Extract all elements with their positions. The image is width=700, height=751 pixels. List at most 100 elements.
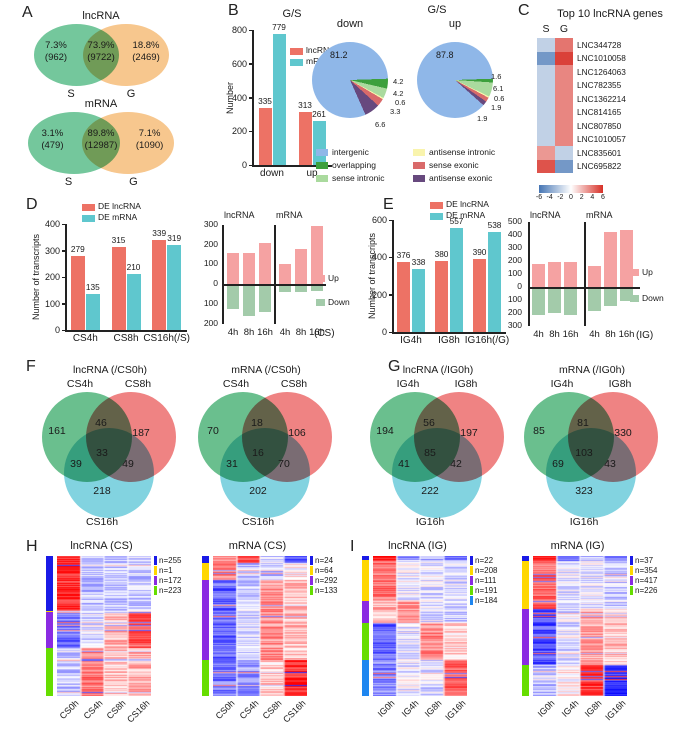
set-label: S bbox=[64, 176, 73, 188]
panel-label-d: D bbox=[26, 196, 38, 213]
panel-label-h: H bbox=[26, 538, 38, 555]
venn-mrna-sg: mRNA 3.1% (479) 89.8% (12987) 7.1% (1090) S G bbox=[20, 98, 182, 194]
y-tick: 0 bbox=[241, 160, 247, 170]
cluster-sidebar bbox=[202, 660, 209, 696]
legend-n: n=255 bbox=[159, 556, 182, 565]
panel-label-e: E bbox=[383, 196, 394, 213]
gene-label: LNC695822 bbox=[577, 161, 622, 171]
venn-count: 194 bbox=[376, 425, 394, 437]
heatmap-canvas bbox=[213, 556, 307, 696]
legend-n: n=133 bbox=[315, 586, 338, 595]
pie-slice-value: 4.2 bbox=[393, 89, 404, 98]
bar-value: 339 bbox=[152, 228, 167, 239]
legend-down: Down bbox=[642, 293, 664, 303]
venn-count: 330 bbox=[614, 427, 632, 439]
bar-chart-cs: 0 100 200 300 400 Number of transcripts 279 135… bbox=[30, 200, 195, 348]
bar-up bbox=[548, 262, 561, 287]
venn-count: 46 bbox=[95, 417, 107, 429]
x-tick: CS8h bbox=[113, 333, 139, 344]
bar bbox=[111, 246, 126, 330]
panel-label-c: C bbox=[518, 2, 530, 19]
x-tick: 4h bbox=[227, 326, 239, 338]
cluster-sidebar bbox=[46, 612, 53, 648]
cluster-heatmap-mrna-cs: mRNA (CS) n=24 n=64 n=292 n=133 CS0h CS4h CS8h C… bbox=[198, 540, 350, 745]
venn-count: 103 bbox=[575, 447, 593, 459]
legend-n: n=111 bbox=[475, 576, 497, 585]
pie-slice-value: 1.9 bbox=[477, 114, 488, 123]
heatmap-cell bbox=[555, 146, 573, 160]
set-label: IG4h bbox=[396, 378, 420, 390]
legend-n: n=354 bbox=[635, 566, 658, 575]
pie-slice-value: 1.6 bbox=[491, 72, 502, 81]
venn-count: 187 bbox=[132, 427, 150, 439]
x-tick: 8h bbox=[549, 329, 560, 340]
bar-value: 261 bbox=[312, 108, 326, 119]
x-tick: 8h bbox=[605, 329, 616, 340]
bar-value: 380 bbox=[434, 249, 449, 260]
bar-down bbox=[259, 285, 271, 312]
venn-count: (962) bbox=[44, 52, 68, 63]
top10-lncrna-heatmap: Top 10 lncRNA genes S G LNC344728 LNC1010058… bbox=[522, 4, 698, 216]
y-tick: 200 bbox=[203, 238, 218, 249]
colorbar-tick: 4 bbox=[590, 194, 595, 201]
x-tick: CS4h bbox=[72, 333, 98, 344]
y-tick: 200 bbox=[44, 272, 60, 282]
cluster-sidebar bbox=[46, 556, 53, 611]
cluster-sidebar bbox=[362, 560, 369, 601]
venn-count: (479) bbox=[41, 140, 64, 151]
cluster-sidebar bbox=[522, 665, 529, 696]
x-tick: 16h bbox=[309, 326, 325, 338]
legend-label: antisense exonic bbox=[429, 173, 493, 183]
heatmap-cell bbox=[537, 159, 555, 173]
bar bbox=[167, 245, 182, 330]
bar-value: 279 bbox=[70, 244, 85, 255]
legend-mark bbox=[630, 566, 633, 575]
bar-value: 319 bbox=[167, 233, 182, 244]
y-tick: 800 bbox=[231, 25, 247, 35]
pie-slice-value: 6.1 bbox=[493, 84, 504, 93]
legend-label: sense exonic bbox=[429, 160, 479, 170]
bar bbox=[85, 294, 100, 330]
pie-section-title: G/S bbox=[427, 4, 447, 16]
heatmap-cell bbox=[537, 132, 555, 146]
bar-up bbox=[532, 264, 545, 287]
heatmap-cell bbox=[555, 65, 573, 79]
y-tick: 400 bbox=[231, 92, 247, 103]
venn-circle-c bbox=[220, 428, 310, 518]
colorbar-tick: 0 bbox=[569, 194, 573, 201]
bar bbox=[435, 261, 448, 332]
y-tick: 0 bbox=[213, 278, 218, 289]
cluster-heatmap-lncrna-ig: lncRNA (IG) n=22 n=208 n=111 n=191 n=184 IG0h I… bbox=[358, 540, 515, 745]
pie-slice-value: 6.6 bbox=[375, 120, 386, 129]
bar bbox=[258, 108, 272, 165]
venn-title: lncRNA (/IG0h) bbox=[402, 364, 474, 376]
cluster-sidebar bbox=[362, 601, 369, 623]
bar-up bbox=[311, 225, 323, 285]
legend-n: n=37 bbox=[635, 556, 654, 565]
bar-up bbox=[588, 265, 601, 287]
bar-up bbox=[279, 264, 291, 285]
legend-mark bbox=[470, 556, 473, 565]
x-tick: 16h bbox=[562, 329, 579, 340]
venn-circle-c bbox=[64, 428, 154, 518]
y-tick: 100 bbox=[507, 268, 522, 278]
bar-down bbox=[564, 288, 577, 315]
y-tick: 400 bbox=[44, 219, 60, 229]
y-tick: 0 bbox=[54, 325, 60, 335]
cluster-sidebar bbox=[362, 556, 369, 560]
set-label: CS8h bbox=[280, 378, 308, 390]
bar-value: 315 bbox=[111, 234, 126, 245]
legend-label: overlapping bbox=[332, 160, 376, 170]
venn-lncrna-sg: lncRNA 7.3% (962) 73.9% (9722) 18.8% (2469) S G bbox=[26, 10, 176, 102]
set-label: IG8h bbox=[454, 378, 478, 390]
legend-mark bbox=[470, 566, 473, 575]
bar-value: 390 bbox=[472, 247, 487, 258]
bar bbox=[412, 268, 425, 332]
colorbar-tick: -4 bbox=[546, 194, 553, 201]
gene-label: LNC1264063 bbox=[577, 66, 626, 77]
pie-slice-value: 0.6 bbox=[395, 98, 406, 107]
venn-title: mRNA (/CS0h) bbox=[231, 364, 301, 376]
venn-count: 16 bbox=[252, 447, 264, 459]
cluster-sidebar bbox=[202, 563, 209, 580]
venn-pct: 7.3% bbox=[45, 40, 67, 51]
